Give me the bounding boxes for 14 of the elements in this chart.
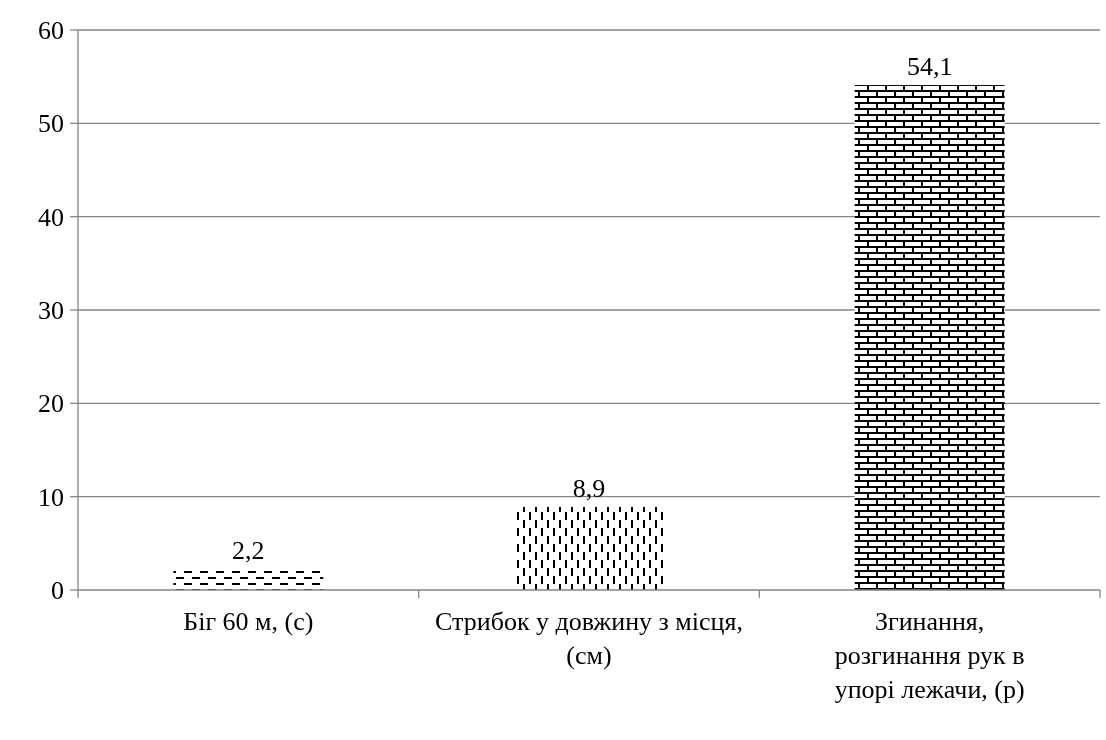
x-tick-label: Біг 60 м, (с) bbox=[183, 607, 314, 636]
data-label: 8,9 bbox=[572, 473, 606, 503]
y-tick-label: 20 bbox=[38, 389, 64, 419]
data-label: 54,1 bbox=[906, 52, 953, 82]
y-tick-label: 40 bbox=[38, 202, 64, 232]
bar bbox=[854, 85, 1005, 590]
y-tick-label: 60 bbox=[38, 16, 64, 46]
x-tick-label: Згинання, розгинання рук в упорі лежачи, (р) bbox=[834, 607, 1025, 704]
y-tick-label: 10 bbox=[38, 482, 64, 512]
x-tick-label: Стрибок у довжину з місця, (см) bbox=[435, 607, 743, 670]
y-tick-label: 30 bbox=[38, 296, 64, 326]
data-label: 2,2 bbox=[232, 536, 265, 566]
y-tick-label: 50 bbox=[38, 109, 64, 139]
y-tick-label: 0 bbox=[51, 576, 64, 606]
